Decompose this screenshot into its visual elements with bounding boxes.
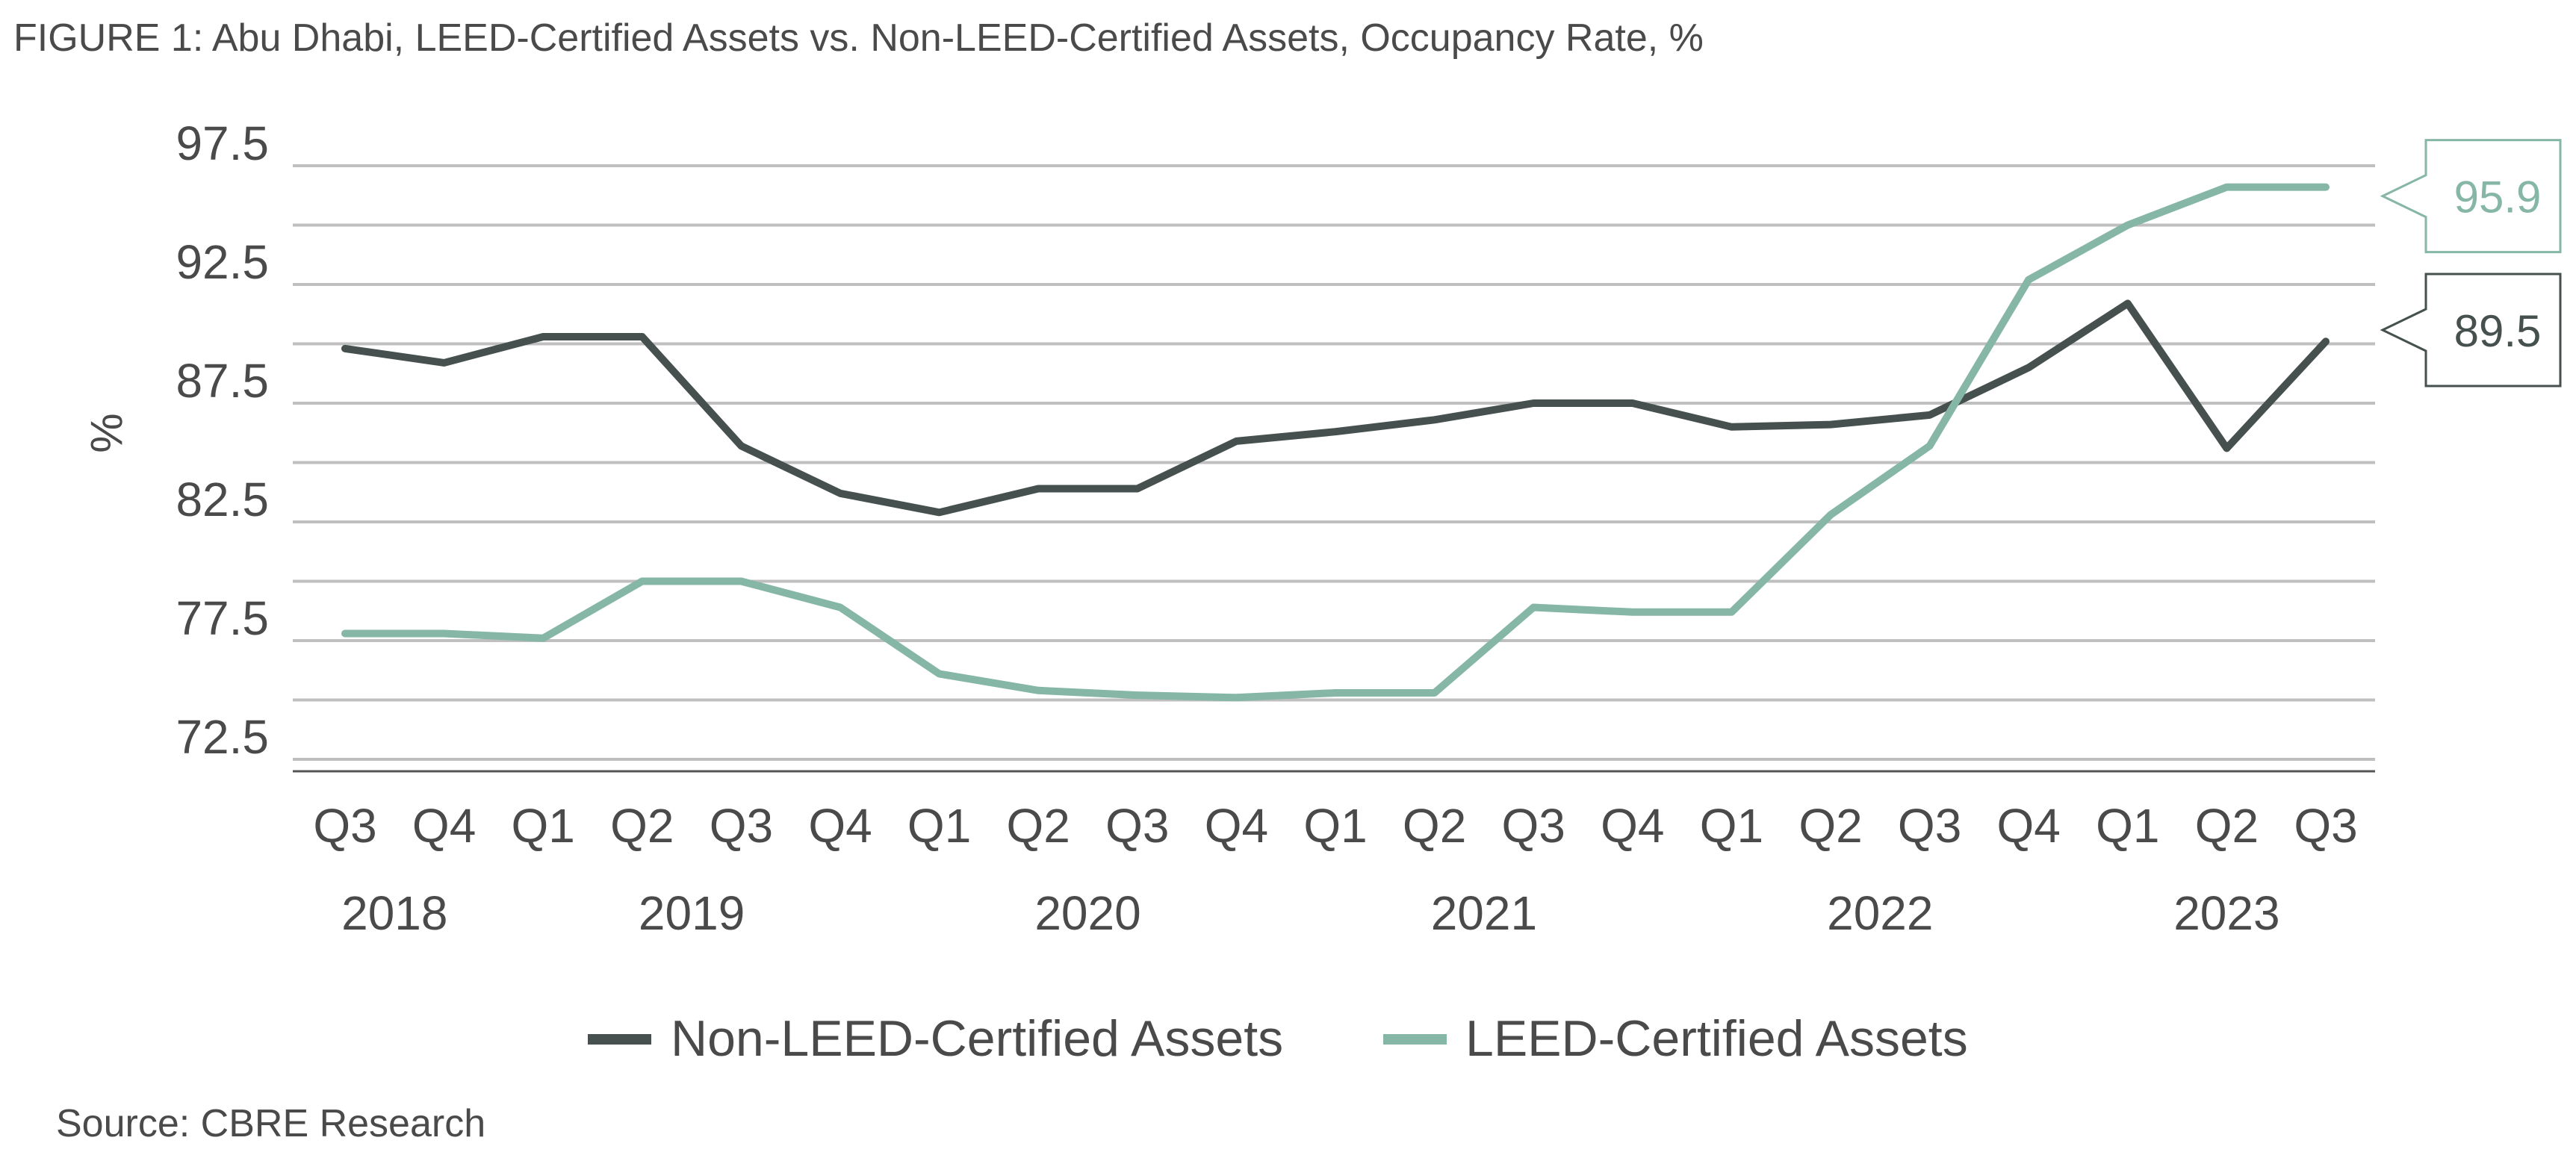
x-tick-label-19: Q2 [2195,799,2259,853]
x-tick-label-7: Q2 [1007,799,1070,853]
x-tick-label-15: Q2 [1798,799,1862,853]
x-year-label-2020: 2020 [1034,886,1140,940]
x-tick-label-9: Q4 [1205,799,1268,853]
x-axis-year-labels: 2018 2019 2020 2021 2022 2023 [341,886,2279,940]
y-tick-label-0: 97.5 [176,116,269,170]
source-note: Source: CBRE Research [56,1102,485,1145]
x-tick-label-17: Q4 [1997,799,2061,853]
callout-label-non-leed-certified-assets: 89.5 [2454,306,2542,356]
y-tick-label-1: 92.5 [176,235,269,289]
x-tick-label-4: Q3 [710,799,773,853]
x-tick-label-0: Q3 [313,799,376,853]
y-axis-label: % [81,413,131,452]
x-tick-label-13: Q4 [1601,799,1664,853]
x-tick-label-2: Q1 [512,799,575,853]
series-lines [341,183,2330,702]
series-line-leed-certified-assets [341,183,2330,702]
y-tick-label-2: 87.5 [176,354,269,408]
x-tick-label-14: Q1 [1700,799,1763,853]
x-year-label-2018: 2018 [341,886,447,940]
x-tick-label-11: Q2 [1403,799,1466,853]
x-year-label-2022: 2022 [1827,886,1933,940]
x-tick-label-8: Q3 [1105,799,1169,853]
x-axis-ticks: Q3 Q4 Q1 Q2 Q3 Q4 Q1 Q2 Q3 Q4 Q1 Q2 Q3 Q4 Q1 Q2 Q3 Q4 Q1 Q2… [313,799,2357,853]
x-tick-label-16: Q3 [1898,799,1961,853]
chart-title: FIGURE 1: Abu Dhabi, LEED-Certified Asse… [13,16,1704,60]
y-tick-label-4: 77.5 [176,591,269,645]
y-tick-label-3: 82.5 [176,473,269,526]
series-line-non-leed-certified-assets [341,299,2330,517]
x-year-label-2019: 2019 [639,886,745,940]
callout-label-leed-certified-assets: 95.9 [2454,172,2542,222]
legend-label-leed-certified-assets: LEED-Certified Assets [1465,1010,1968,1067]
x-tick-label-6: Q1 [907,799,971,853]
x-tick-label-18: Q1 [2096,799,2159,853]
x-tick-label-3: Q2 [610,799,674,853]
x-tick-label-12: Q3 [1502,799,1565,853]
callout-box-leed-certified-assets [2380,139,2562,254]
y-tick-label-5: 72.5 [176,710,269,764]
x-tick-label-5: Q4 [808,799,872,853]
x-year-label-2023: 2023 [2173,886,2279,940]
y-axis-ticks: 97.5 92.5 87.5 82.5 77.5 72.5 [176,116,269,764]
gridlines [293,164,2375,761]
end-value-callouts: 95.9 89.5 [2380,139,2562,388]
legend: Non-LEED-Certified Assets LEED-Certified … [588,1010,1968,1067]
legend-label-non-leed-certified-assets: Non-LEED-Certified Assets [671,1010,1283,1067]
x-tick-label-10: Q1 [1303,799,1367,853]
x-year-label-2021: 2021 [1431,886,1537,940]
callout-box-non-leed-certified-assets [2380,273,2562,388]
x-tick-label-20: Q3 [2294,799,2357,853]
x-tick-label-1: Q4 [412,799,476,853]
